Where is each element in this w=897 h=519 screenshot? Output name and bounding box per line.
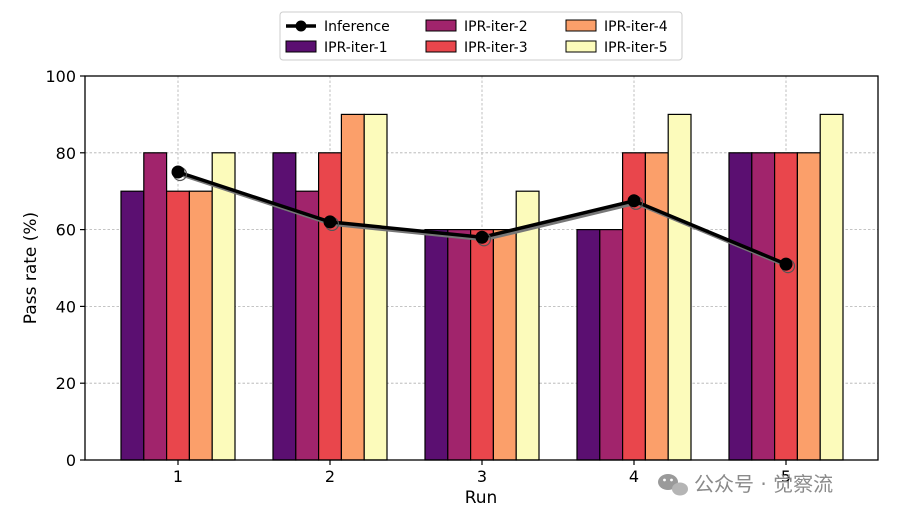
- bar-ipr-iter-1-run-3: [424, 229, 449, 461]
- bar-ipr-iter-2-run-4: [599, 229, 624, 461]
- x-axis-label: Run: [465, 488, 498, 508]
- y-tick-label: 0: [66, 451, 76, 470]
- x-tick-label: 1: [173, 467, 183, 486]
- bar-ipr-iter-4-run-4: [644, 152, 669, 461]
- legend-swatch-ipr-iter-1: [285, 40, 317, 53]
- axis-ticks: 0 20 40 60 80 100 1 2 3 4 5: [45, 67, 791, 486]
- bar-ipr-iter-5-run-1: [211, 152, 236, 461]
- bar-ipr-iter-5-run-4: [667, 113, 692, 461]
- x-tick-label: 4: [629, 467, 639, 486]
- inference-point-run-1: [171, 165, 185, 179]
- inference-line-series: [171, 165, 796, 274]
- bar-ipr-iter-5-run-5: [819, 113, 844, 461]
- bar-ipr-iter-3-run-3: [470, 229, 495, 461]
- y-tick-label: 40: [56, 297, 76, 316]
- legend: Inference IPR-iter-1 IPR-iter-2 IPR-iter-3 I…: [279, 11, 683, 61]
- x-tick-label: 2: [325, 467, 335, 486]
- bar-ipr-iter-5-run-2: [363, 113, 388, 461]
- y-tick-label: 100: [45, 67, 76, 86]
- legend-label: IPR-iter-2: [464, 19, 528, 35]
- legend-label: Inference: [324, 19, 390, 35]
- legend-swatch-ipr-iter-4: [565, 19, 597, 32]
- legend-label: IPR-iter-4: [604, 19, 668, 35]
- bar-ipr-iter-4-run-1: [188, 190, 213, 461]
- bar-ipr-iter-3-run-5: [773, 152, 798, 461]
- bar-ipr-iter-1-run-5: [728, 152, 753, 461]
- bar-ipr-iter-4-run-2: [340, 113, 365, 461]
- bar-ipr-iter-3-run-1: [166, 190, 191, 461]
- inference-point-run-2: [323, 215, 337, 229]
- wechat-icon: [658, 474, 688, 496]
- bar-ipr-iter-4-run-5: [796, 152, 821, 461]
- x-tick-label: 3: [477, 467, 487, 486]
- bar-ipr-iter-2-run-3: [447, 229, 472, 461]
- y-axis-label: Pass rate (%): [21, 212, 41, 324]
- legend-swatch-ipr-iter-2: [425, 19, 457, 32]
- bars: [120, 113, 844, 461]
- inference-point-run-4: [627, 194, 641, 208]
- legend-marker-inference: [295, 20, 307, 32]
- inference-point-run-5: [779, 257, 793, 271]
- bar-ipr-iter-3-run-2: [318, 152, 343, 461]
- legend-label: IPR-iter-3: [464, 40, 528, 56]
- bar-ipr-iter-1-run-1: [120, 190, 145, 461]
- x-tick-label: 5: [781, 467, 791, 486]
- bar-ipr-iter-2-run-5: [751, 152, 776, 461]
- bar-ipr-iter-4-run-3: [492, 229, 517, 461]
- inference-point-run-3: [475, 230, 489, 244]
- legend-label: IPR-iter-1: [324, 40, 388, 56]
- legend-swatch-ipr-iter-3: [425, 40, 457, 53]
- bar-ipr-iter-1-run-4: [576, 229, 601, 461]
- legend-swatch-ipr-iter-5: [565, 40, 597, 53]
- bar-ipr-iter-2-run-2: [295, 190, 320, 461]
- watermark-text: 公众号 · 觉察流: [694, 472, 833, 496]
- bar-ipr-iter-1-run-2: [272, 152, 297, 461]
- y-tick-label: 20: [56, 374, 76, 393]
- bar-ipr-iter-2-run-1: [143, 152, 168, 461]
- y-tick-label: 60: [56, 221, 76, 240]
- watermark: 公众号 · 觉察流: [658, 472, 833, 496]
- legend-label: IPR-iter-5: [604, 40, 668, 56]
- y-tick-label: 80: [56, 144, 76, 163]
